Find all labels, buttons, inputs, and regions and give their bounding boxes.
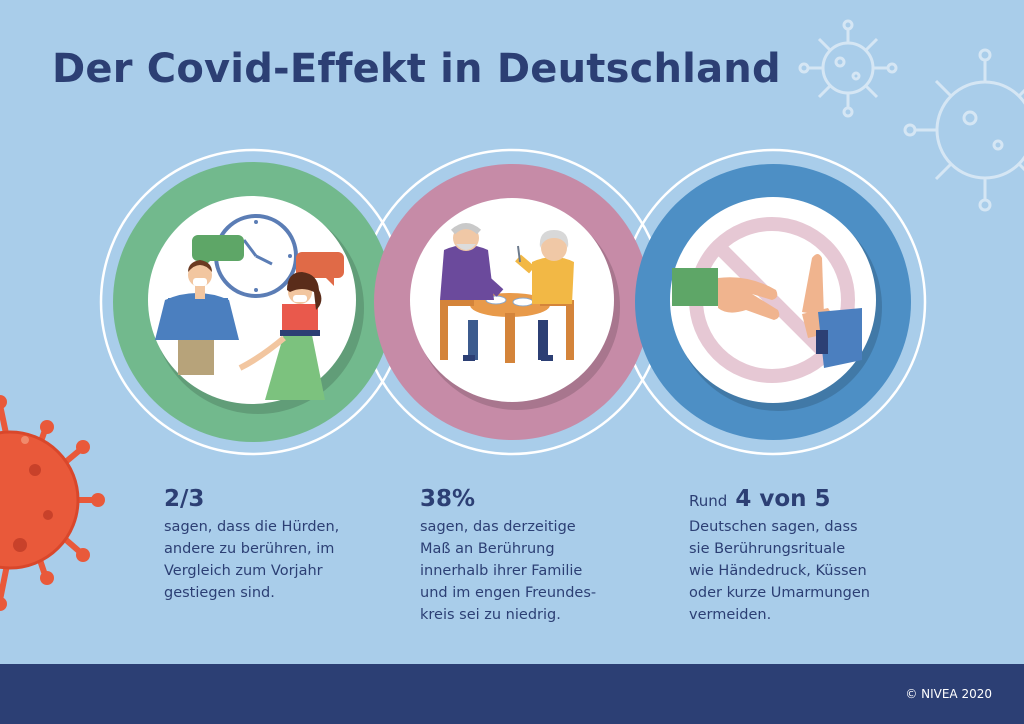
stat-headline: 2/3 xyxy=(164,486,205,512)
copyright: © NIVEA 2020 xyxy=(905,687,992,701)
page-title: Der Covid-Effekt in Deutschland xyxy=(52,46,781,92)
stat-touch-too-low: 38% sagen, das derzeitige Maß an Berühru… xyxy=(420,486,596,626)
stat-avoid-rituals: Rund 4 von 5 Deutschen sagen, dass sie B… xyxy=(689,486,870,626)
virus-icon xyxy=(0,395,105,611)
no-handshake-icon xyxy=(672,217,862,383)
stat-text: sagen, das derzeitige Maß an Berührung i… xyxy=(420,519,597,623)
stat-text: sagen, dass die Hürden, andere zu berühr… xyxy=(164,519,340,601)
stat-headline: 38% xyxy=(420,486,476,512)
footer-bar: © NIVEA 2020 xyxy=(0,664,1024,724)
virus-outline-large-icon xyxy=(903,48,1024,212)
stat-prefix: Rund xyxy=(689,492,728,510)
stat-touch-barriers: 2/3 sagen, dass die Hürden, andere zu be… xyxy=(164,486,339,604)
stat-text: Deutschen sagen, dass sie Berührungsritu… xyxy=(689,519,870,623)
conversation-with-masks-icon xyxy=(155,214,344,400)
virus-outline-icon xyxy=(798,19,898,118)
elderly-couple-dining-icon xyxy=(440,223,574,363)
stat-headline: 4 von 5 xyxy=(735,486,831,512)
